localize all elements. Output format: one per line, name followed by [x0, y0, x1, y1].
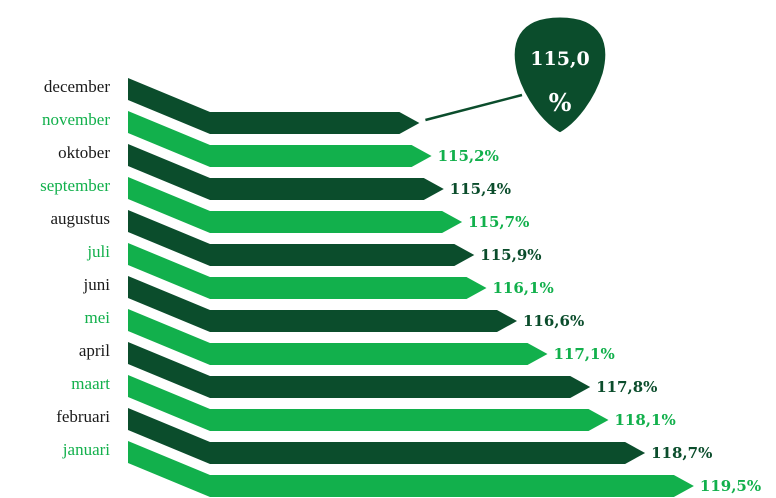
bar: [128, 375, 609, 431]
value-label: 115,4%: [450, 180, 511, 198]
month-label: juli: [86, 242, 110, 261]
value-label: 116,6%: [523, 312, 584, 330]
value-label: 115,9%: [480, 246, 541, 264]
month-label: januari: [62, 440, 110, 459]
bar: [128, 144, 444, 200]
bar: [128, 441, 694, 497]
month-label: november: [42, 110, 110, 129]
callout-text: %: [549, 88, 572, 117]
month-label: september: [40, 176, 110, 195]
value-label: 116,1%: [493, 279, 554, 297]
bar: [128, 342, 591, 398]
month-label: oktober: [58, 143, 110, 162]
callout-text: 115,0: [530, 48, 590, 70]
bar: [128, 177, 463, 233]
bar: [128, 309, 548, 365]
month-label: augustus: [51, 209, 111, 228]
value-label: 119,5%: [700, 477, 761, 495]
bar: [128, 243, 487, 299]
callout-line: [425, 93, 523, 122]
month-label: februari: [56, 407, 110, 426]
month-label: april: [79, 341, 110, 360]
value-label: 117,1%: [554, 345, 615, 363]
month-label: juni: [83, 275, 111, 294]
bar: [128, 408, 646, 464]
value-label: 117,8%: [596, 378, 657, 396]
callout-value: 115,0%: [530, 48, 590, 117]
bar: [128, 276, 517, 332]
value-label: 118,7%: [651, 444, 712, 462]
value-label: 115,7%: [468, 213, 529, 231]
value-label: 115,2%: [438, 147, 499, 165]
value-label: 118,1%: [615, 411, 676, 429]
bar: [128, 78, 420, 134]
month-label: december: [44, 77, 110, 96]
month-label: mei: [85, 308, 111, 327]
bar: [128, 210, 475, 266]
callout: [511, 14, 609, 136]
month-label: maart: [71, 374, 110, 393]
bar: [128, 111, 432, 167]
